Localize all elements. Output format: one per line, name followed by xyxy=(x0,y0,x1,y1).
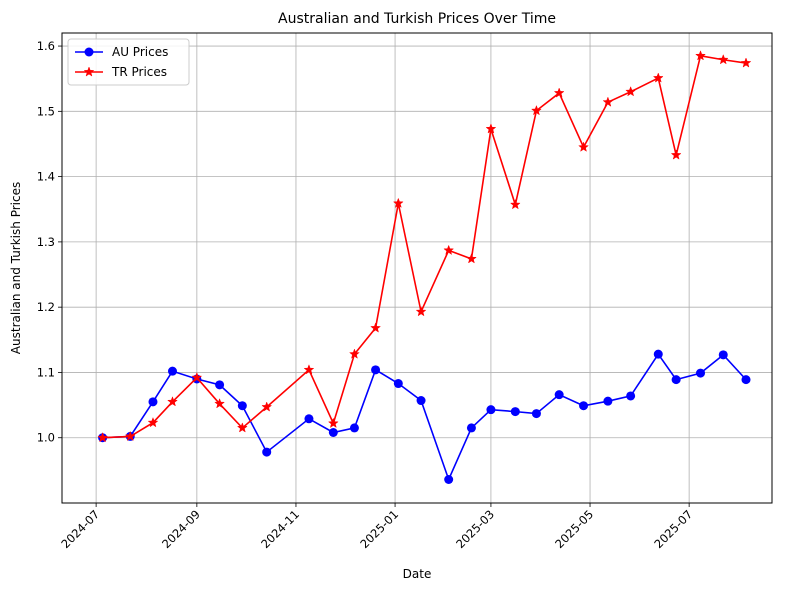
series-au-prices xyxy=(98,349,751,484)
data-point-au-prices xyxy=(554,390,564,400)
data-point-tr-prices xyxy=(415,306,427,317)
data-point-tr-prices xyxy=(124,430,136,442)
data-point-tr-prices xyxy=(349,348,360,359)
x-tick-label: 2024-07 xyxy=(58,507,102,551)
y-tick-label: 1.6 xyxy=(37,39,55,53)
data-point-tr-prices xyxy=(578,141,589,152)
series-layer xyxy=(97,50,752,484)
data-point-au-prices xyxy=(741,375,751,385)
x-tick-label: 2025-05 xyxy=(552,507,596,551)
legend-label: TR Prices xyxy=(111,65,167,79)
x-axis: 2024-07 2024-09 2024-11 2025-01 2025-03 2025-… xyxy=(58,503,695,551)
data-point-au-prices xyxy=(626,391,636,401)
data-point-tr-prices xyxy=(167,396,178,407)
y-tick-label: 1.2 xyxy=(37,300,55,314)
legend-item: TR Prices xyxy=(75,65,167,79)
data-point-tr-prices xyxy=(509,198,521,210)
data-point-au-prices xyxy=(444,475,454,484)
data-point-tr-prices xyxy=(485,123,497,134)
data-point-tr-prices xyxy=(602,96,614,107)
data-point-tr-prices xyxy=(553,87,565,98)
series-line-au-prices xyxy=(102,352,747,482)
legend: AU Prices TR Prices xyxy=(67,38,190,86)
y-tick-label: 1.5 xyxy=(37,104,55,118)
legend-swatch-marker xyxy=(84,47,94,57)
data-point-tr-prices xyxy=(214,398,226,409)
legend-box xyxy=(67,38,190,86)
data-point-au-prices xyxy=(579,401,589,411)
data-point-tr-prices xyxy=(236,422,248,433)
chart-title: Australian and Turkish Prices Over Time xyxy=(278,11,556,27)
grid xyxy=(62,33,772,503)
data-point-tr-prices xyxy=(717,54,729,65)
plot-area xyxy=(61,32,773,504)
data-point-tr-prices xyxy=(327,417,339,428)
data-point-au-prices xyxy=(510,407,520,417)
data-point-tr-prices xyxy=(392,197,404,208)
data-point-tr-prices xyxy=(303,364,315,375)
x-tick-label: 2025-01 xyxy=(357,507,401,551)
data-point-au-prices xyxy=(531,409,541,419)
x-tick-label: 2025-03 xyxy=(453,507,497,551)
data-point-au-prices xyxy=(167,366,177,376)
data-point-au-prices xyxy=(262,447,272,457)
legend-label: AU Prices xyxy=(112,45,168,59)
data-point-au-prices xyxy=(416,396,426,406)
data-point-au-prices xyxy=(349,423,359,433)
data-point-au-prices xyxy=(328,428,338,437)
data-point-au-prices xyxy=(371,365,381,375)
data-point-tr-prices xyxy=(191,371,203,383)
data-point-tr-prices xyxy=(740,57,752,68)
data-point-au-prices xyxy=(718,350,728,360)
data-point-au-prices xyxy=(304,414,314,424)
data-point-au-prices xyxy=(466,423,476,433)
data-point-tr-prices xyxy=(370,322,382,333)
data-point-au-prices xyxy=(237,401,247,411)
y-tick-label: 1.3 xyxy=(37,235,55,249)
data-point-tr-prices xyxy=(625,86,637,97)
data-point-au-prices xyxy=(653,349,663,359)
data-point-tr-prices xyxy=(652,72,664,83)
data-point-au-prices xyxy=(148,397,158,407)
x-tick-label: 2024-11 xyxy=(258,507,302,551)
data-point-au-prices xyxy=(486,405,496,415)
y-axis-label: Australian and Turkish Prices xyxy=(9,182,23,354)
data-point-tr-prices xyxy=(443,244,455,255)
data-point-tr-prices xyxy=(530,104,542,116)
y-tick-label: 1.4 xyxy=(37,170,55,184)
data-point-tr-prices xyxy=(465,253,477,264)
legend-item: AU Prices xyxy=(75,45,168,59)
data-point-au-prices xyxy=(696,368,706,378)
data-point-au-prices xyxy=(215,380,225,390)
x-axis-label: Date xyxy=(403,567,432,581)
data-point-tr-prices xyxy=(147,416,159,428)
legend-swatch-marker xyxy=(83,66,95,77)
series-line-tr-prices xyxy=(102,54,747,439)
data-point-au-prices xyxy=(393,379,403,389)
data-point-tr-prices xyxy=(261,401,273,412)
y-axis: 1.0 1.1 1.2 1.3 1.4 1.5 1.6 xyxy=(37,39,62,445)
data-point-tr-prices xyxy=(670,149,682,160)
y-tick-label: 1.0 xyxy=(37,431,55,445)
y-tick-label: 1.1 xyxy=(37,365,55,379)
data-point-tr-prices xyxy=(97,432,109,443)
data-point-au-prices xyxy=(671,375,681,385)
x-tick-label: 2024-09 xyxy=(159,507,203,551)
series-tr-prices xyxy=(97,50,752,443)
data-point-au-prices xyxy=(603,396,613,406)
data-point-tr-prices xyxy=(695,50,706,61)
x-tick-label: 2025-07 xyxy=(651,507,695,551)
